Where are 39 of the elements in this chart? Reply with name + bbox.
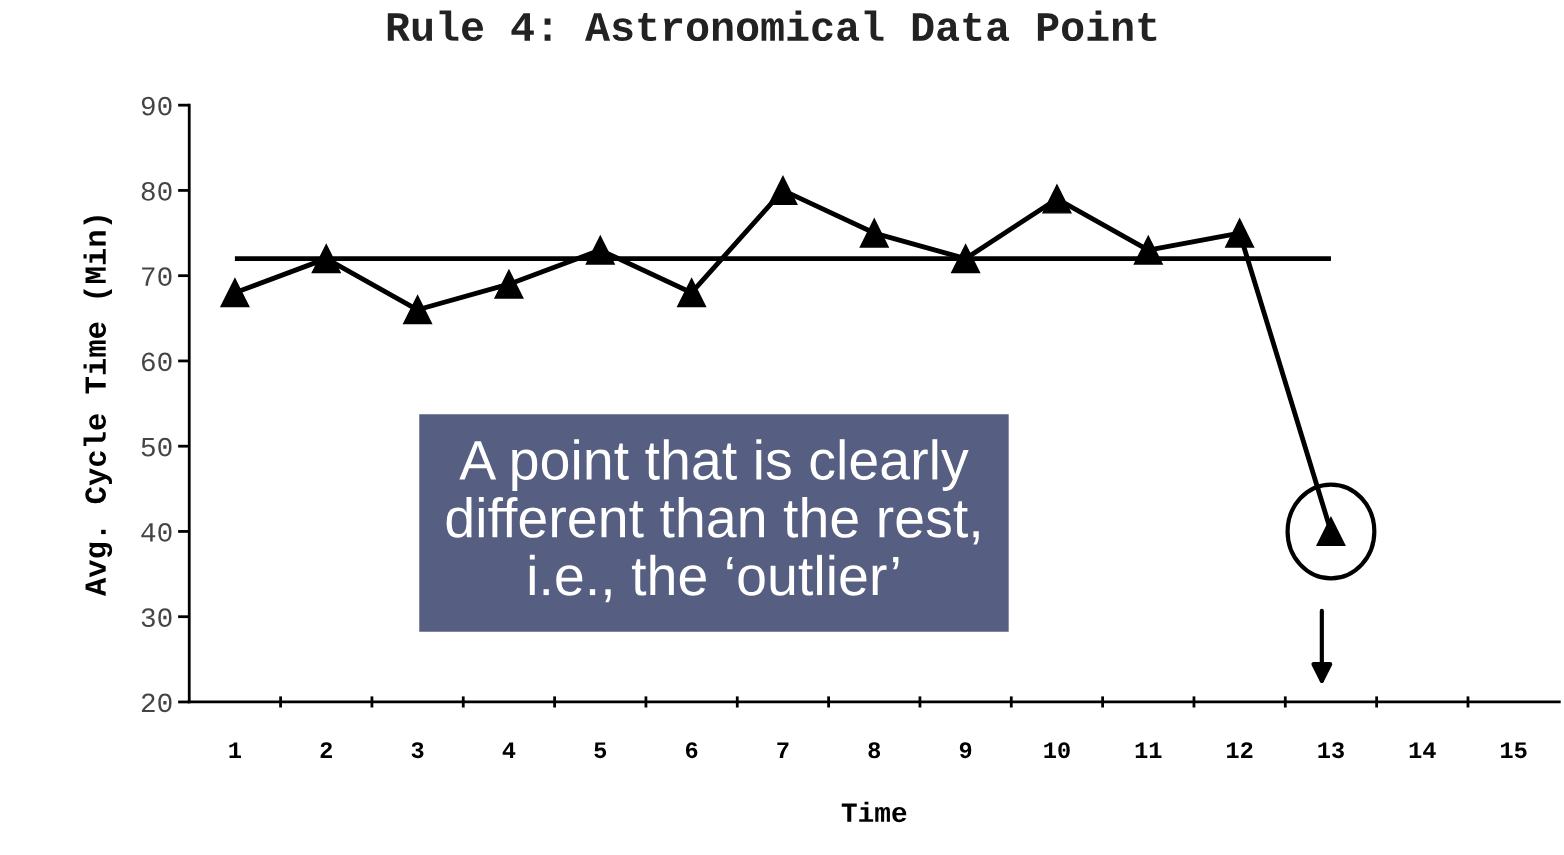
y-tick-label: 50 <box>141 437 172 457</box>
point <box>677 278 707 308</box>
x-tick-label: 2 <box>320 742 332 758</box>
point <box>220 278 250 308</box>
x-tick-label: 4 <box>502 742 516 758</box>
point <box>951 244 981 274</box>
x-tick-label: 6 <box>685 742 698 759</box>
y-tick-label: 90 <box>141 96 172 116</box>
x-tick-label: 8 <box>868 742 881 759</box>
x-tick-label: 14 <box>1409 742 1436 758</box>
chart-title: Rule 4: Astronomical Data Point <box>387 10 1157 42</box>
point <box>1225 218 1255 248</box>
y-tick-label: 70 <box>142 267 172 287</box>
y-tick-label: 20 <box>141 693 172 713</box>
point <box>494 269 524 299</box>
x-tick-label: 15 <box>1501 742 1527 759</box>
annotation: A point that is clearly different than the rest, i.e., the ‘outlier’ <box>446 439 979 603</box>
point <box>768 175 798 206</box>
point <box>403 295 433 325</box>
x-tick-label: 9 <box>959 742 972 759</box>
y-tick-label: 80 <box>141 181 172 201</box>
point <box>1133 235 1163 265</box>
x-tick-label: 1 <box>229 742 241 758</box>
y-tick-label: 60 <box>141 352 172 372</box>
point <box>585 235 615 265</box>
x-tick-label: 11 <box>1135 742 1162 758</box>
x-tick-label: 3 <box>411 742 424 759</box>
x-tick-label: 12 <box>1227 742 1253 758</box>
x-tick-label: 13 <box>1318 742 1344 759</box>
point <box>311 244 341 274</box>
x-tick-label: 10 <box>1044 742 1070 759</box>
y-tick-label: 40 <box>141 522 172 542</box>
x-axis-title: Time <box>841 801 907 823</box>
point <box>859 218 889 248</box>
x-tick-label: 5 <box>594 742 607 759</box>
y-tick-label: 30 <box>141 608 172 628</box>
x-tick-label: 7 <box>777 742 789 758</box>
y-axis-title: Avg. Cycle Time (Min) <box>83 216 113 597</box>
point <box>1042 184 1072 214</box>
